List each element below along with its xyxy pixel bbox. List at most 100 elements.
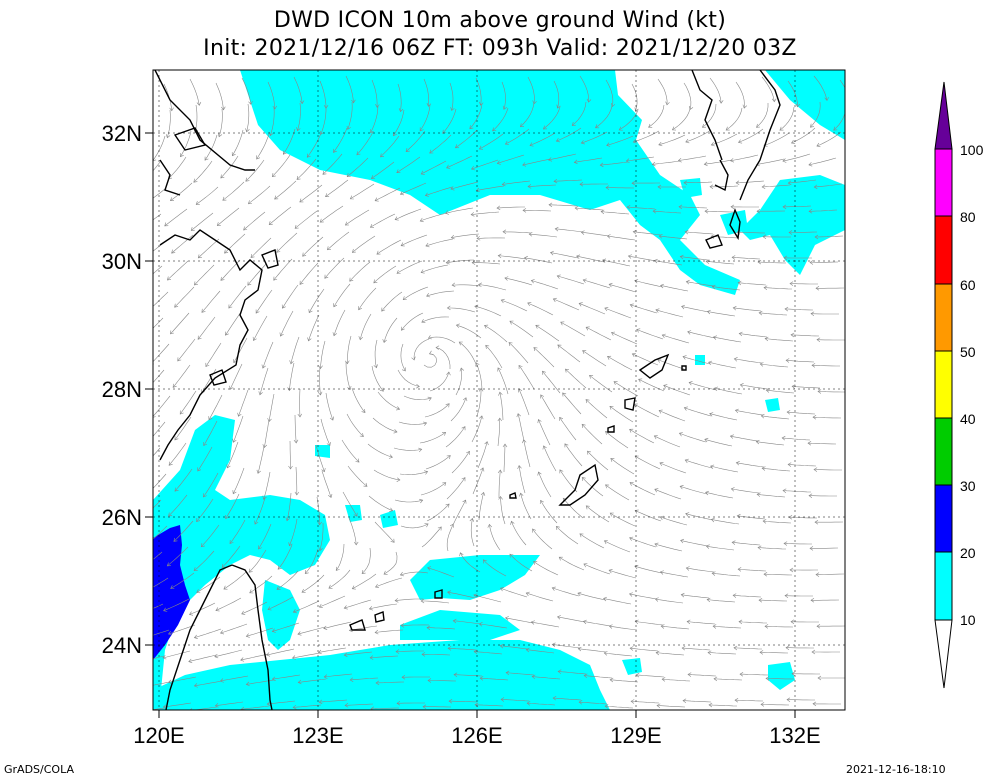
streamline-arrow	[274, 195, 279, 200]
streamline	[559, 417, 577, 441]
streamline-arrow	[817, 389, 822, 394]
streamline-arrow	[560, 321, 565, 326]
streamline-arrow	[359, 433, 364, 437]
streamline-arrow	[557, 344, 562, 349]
streamline-arrow	[461, 477, 466, 482]
streamline	[276, 570, 299, 590]
streamline-arrow	[706, 309, 711, 315]
streamline-arrow	[422, 704, 427, 709]
streamline	[654, 543, 683, 552]
streamline	[707, 599, 736, 603]
streamline-arrow	[426, 293, 431, 298]
streamline-arrow	[789, 567, 794, 573]
streamline-arrow	[271, 676, 276, 681]
streamline-arrow	[170, 585, 175, 589]
streamline	[293, 704, 322, 708]
streamline	[658, 134, 686, 146]
streamline-arrow	[814, 519, 819, 525]
streamline-arrow	[224, 249, 229, 254]
streamline	[498, 469, 501, 498]
streamline	[564, 443, 583, 467]
streamline	[663, 385, 691, 396]
streamline	[684, 407, 712, 417]
streamline-arrow	[256, 155, 261, 160]
streamline-arrow	[522, 162, 527, 167]
streamline-arrow	[718, 99, 724, 104]
streamline-arrow	[401, 326, 405, 331]
streamline	[474, 305, 502, 317]
streamline-arrow	[214, 703, 219, 708]
streamline-arrow	[153, 416, 156, 418]
streamline	[736, 231, 766, 234]
streamline-arrow	[231, 152, 236, 157]
streamline-arrow	[508, 342, 513, 347]
streamline	[540, 500, 558, 524]
streamline-arrow	[459, 552, 464, 557]
streamline	[153, 213, 162, 221]
streamline-arrow	[429, 149, 434, 154]
streamline-arrow	[732, 306, 737, 311]
streamline	[428, 336, 456, 344]
streamline	[420, 482, 446, 496]
streamline-arrow	[734, 408, 739, 414]
streamline-arrow	[296, 175, 301, 180]
streamline-arrow	[373, 279, 378, 284]
streamline	[609, 569, 637, 579]
streamline-arrow	[252, 336, 257, 341]
streamline-arrow	[245, 681, 250, 687]
streamline	[373, 265, 397, 284]
streamline-arrow	[704, 437, 709, 443]
streamline-arrow	[368, 606, 373, 611]
streamline-arrow	[363, 482, 368, 487]
colorbar-label-10: 10	[960, 612, 976, 628]
streamline	[325, 392, 334, 421]
streamline	[214, 649, 243, 657]
streamline-arrow	[262, 495, 267, 500]
streamline-arrow	[225, 331, 229, 336]
streamline	[428, 680, 457, 682]
streamline	[610, 512, 636, 527]
streamline	[583, 563, 611, 575]
streamline	[683, 181, 713, 184]
streamline-arrow	[765, 676, 770, 681]
streamline-arrow	[816, 142, 821, 148]
streamline-arrow	[756, 123, 761, 128]
streamline-arrow	[419, 127, 424, 132]
streamline-arrow	[421, 652, 426, 657]
streamline	[203, 420, 218, 446]
streamline	[579, 75, 589, 103]
streamline	[787, 411, 816, 415]
streamline-arrow	[629, 536, 634, 541]
streamline-arrow	[758, 597, 763, 603]
streamline	[736, 462, 765, 468]
streamline	[196, 576, 221, 593]
colorbar-20-30	[934, 484, 953, 553]
streamline-arrow	[518, 364, 523, 370]
streamline-arrow	[500, 298, 505, 304]
streamline	[685, 231, 714, 235]
streamline-arrow	[558, 556, 563, 561]
streamline	[833, 111, 845, 131]
streamline-arrow	[654, 488, 659, 493]
streamline-arrow	[174, 436, 179, 441]
streamline	[375, 681, 405, 684]
colorbar-10-20	[934, 551, 953, 621]
streamline-arrow	[174, 303, 179, 308]
streamline-arrow	[687, 330, 692, 335]
streamline-arrow	[200, 543, 205, 548]
streamline-arrow	[585, 505, 590, 510]
streamline	[680, 256, 709, 261]
streamline	[420, 264, 449, 273]
streamline	[266, 648, 295, 656]
streamline	[734, 699, 764, 702]
streamline	[380, 135, 400, 158]
streamline	[246, 627, 274, 637]
streamline-arrow	[420, 269, 425, 274]
streamline-arrow	[216, 222, 221, 226]
streamline-arrow	[739, 671, 744, 677]
streamline-arrow	[658, 234, 663, 239]
streamline-arrow	[763, 285, 768, 291]
streamline-arrow	[608, 569, 613, 574]
streamline-arrow	[608, 624, 613, 629]
streamline-arrow	[634, 564, 639, 570]
